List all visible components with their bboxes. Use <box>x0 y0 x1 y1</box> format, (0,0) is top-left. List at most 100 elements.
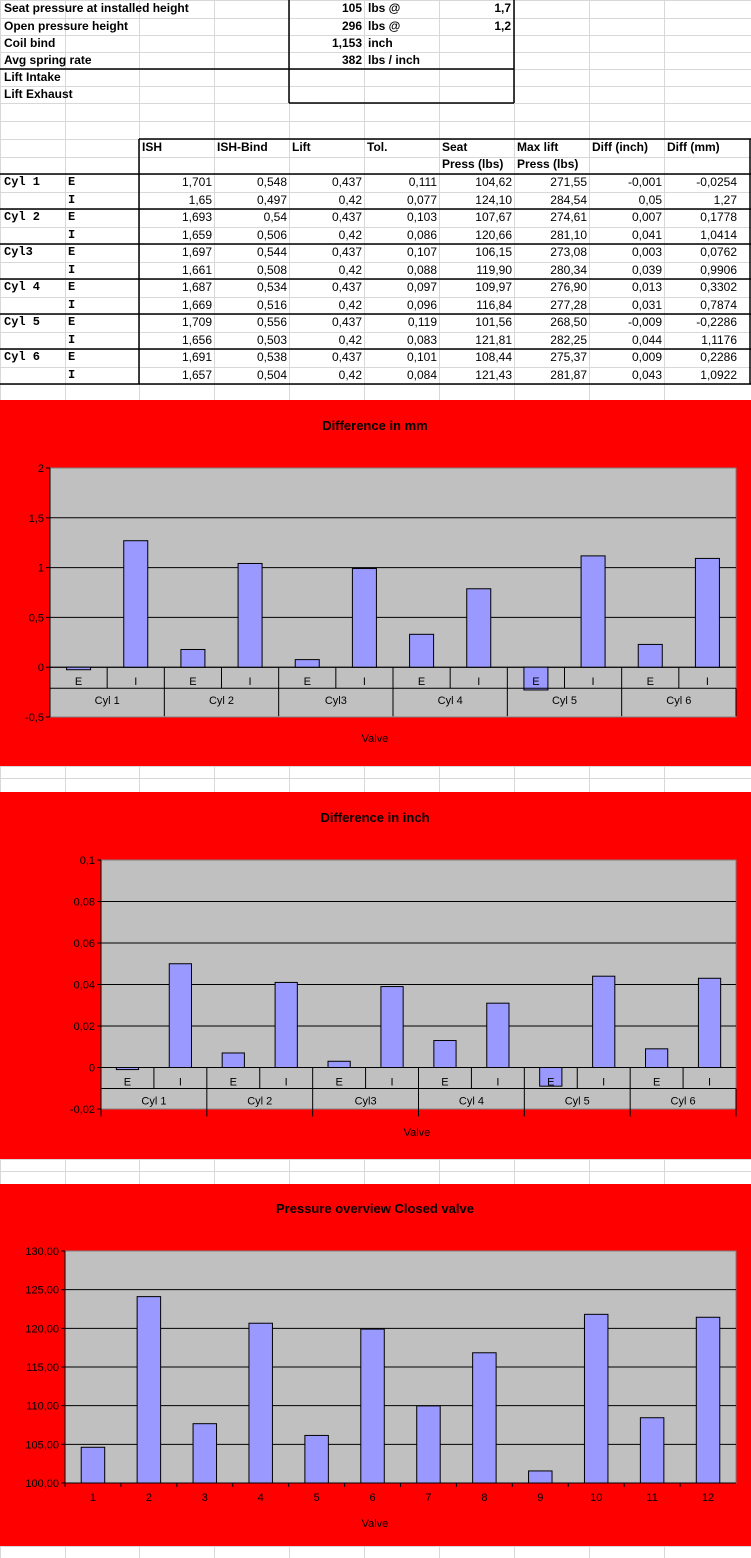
x-tick-label: 6 <box>369 1492 375 1504</box>
x-tick-label: I <box>179 1077 182 1089</box>
bar <box>580 555 606 668</box>
table-cell: 1,27 <box>713 192 737 207</box>
x-tick-label: I <box>708 1077 711 1089</box>
table-cell: 0,544 <box>256 245 287 259</box>
bar <box>592 975 616 1068</box>
table-cell: 0,9906 <box>700 262 737 277</box>
valve-label: I <box>68 297 76 312</box>
bar <box>168 963 192 1068</box>
bar <box>237 562 263 668</box>
table-cell: 121,81 <box>475 332 512 347</box>
bar <box>409 633 435 668</box>
group-label: Cyl 2 <box>209 695 234 707</box>
x-tick-label: E <box>230 1077 237 1089</box>
x-tick-label: E <box>653 1077 660 1089</box>
table-cell: 0,42 <box>338 192 362 207</box>
group-label: Cyl 5 <box>565 1096 590 1108</box>
bar <box>327 1060 351 1068</box>
y-tick-label: 2 <box>38 463 44 475</box>
table-cell: 0,437 <box>331 350 362 364</box>
table-cell: 0,2286 <box>700 350 737 364</box>
table-cell: 0,42 <box>338 297 362 312</box>
bar <box>697 977 722 1068</box>
table-cell: 0,548 <box>256 175 287 189</box>
param-unit: lbs / inch <box>368 53 421 67</box>
table-cell: 1,669 <box>181 297 212 312</box>
x-tick-label: 11 <box>646 1492 657 1504</box>
valve-label: I <box>68 192 76 207</box>
table-cell: 0,039 <box>631 262 662 277</box>
table-cell: 0,3302 <box>700 280 737 294</box>
x-tick-label: 7 <box>425 1492 431 1504</box>
table-cell: 0,503 <box>256 332 287 347</box>
pressure-overview-chart: Pressure overview Closed valve 100,00 105,… <box>0 1184 751 1546</box>
valve-label: E <box>68 175 76 189</box>
x-axis-title: Valve <box>362 1518 389 1530</box>
x-tick-label: 4 <box>258 1492 264 1504</box>
x-tick-label: 3 <box>202 1492 208 1504</box>
bar <box>274 981 298 1068</box>
table-cell: 1,697 <box>181 245 212 259</box>
x-tick-label: I <box>134 676 137 688</box>
table-cell: 0,437 <box>331 280 362 294</box>
valve-label: I <box>68 227 76 242</box>
table-cell: 0,504 <box>256 367 287 382</box>
table-cell: 106,15 <box>475 245 512 259</box>
table-header: Max lift <box>517 140 559 154</box>
bar <box>639 1417 665 1484</box>
table-cell: 0,096 <box>406 297 437 312</box>
x-tick-label: I <box>249 676 252 688</box>
table-cell: 121,43 <box>475 367 512 382</box>
x-tick-label: E <box>304 676 311 688</box>
table-cell: -0,0254 <box>696 175 737 189</box>
bar <box>645 1048 669 1069</box>
valve-label: E <box>68 350 76 364</box>
table-cell: 101,56 <box>475 315 512 329</box>
group-label: Cyl 6 <box>671 1096 696 1108</box>
difference-mm-chart-svg: Difference in mm -0,5 0 0,5 1 1,5 2 E I E I E I E I E I E… <box>25 418 737 745</box>
difference-inch-chart: Difference in inch -0,02 0 0,02 0,04 0,06 0,08… <box>0 792 751 1159</box>
bar <box>192 1423 218 1484</box>
group-label: Cyl 5 <box>552 695 577 707</box>
param-value: 382 <box>341 53 362 67</box>
bar <box>304 1434 329 1484</box>
chart-title: Difference in mm <box>322 418 427 433</box>
table-cell: 116,84 <box>476 297 512 312</box>
table-cell: 0,013 <box>631 280 662 294</box>
table-header: Seat <box>442 140 468 154</box>
bar <box>694 557 720 668</box>
pressure-overview-chart-svg: Pressure overview Closed valve 100,00 105,… <box>25 1201 737 1530</box>
table-header: ISH-Bind <box>217 140 268 154</box>
difference-inch-chart-svg: Difference in inch -0,02 0 0,02 0,04 0,06 0,08… <box>70 810 737 1139</box>
difference-mm-chart: Difference in mm -0,5 0 0,5 1 1,5 2 E I E I E I E I E I E… <box>0 400 751 766</box>
table-header: Tol. <box>367 140 388 154</box>
bar <box>583 1313 609 1484</box>
param-value: 1,153 <box>331 36 362 50</box>
y-tick-label: 115,00 <box>26 1362 59 1374</box>
cylinder-label: Cyl 2 <box>4 210 41 224</box>
param-label: Avg spring rate <box>4 53 92 67</box>
table-header: Press (lbs) <box>442 157 504 171</box>
table-cell: 109,97 <box>475 280 512 294</box>
table-cell: 274,61 <box>550 210 587 224</box>
valve-label: E <box>68 280 76 294</box>
cylinder-label: Cyl 4 <box>4 280 41 294</box>
y-tick-label: 100,00 <box>25 1478 59 1490</box>
param-unit: lbs @ <box>368 19 401 33</box>
x-tick-label: E <box>124 1077 131 1089</box>
y-tick-label: 0,08 <box>74 897 95 909</box>
group-label: Cyl 2 <box>247 1096 272 1108</box>
y-tick-label: 0,02 <box>74 1021 95 1033</box>
bar <box>528 1470 553 1484</box>
y-tick-label: 0,04 <box>74 980 95 992</box>
x-tick-label: 9 <box>537 1492 543 1504</box>
param-label: Seat pressure at installed height <box>4 1 189 15</box>
param-label: Coil bind <box>4 36 56 50</box>
table-cell: 268,50 <box>550 315 587 329</box>
chart-title: Difference in inch <box>320 810 429 825</box>
table-cell: 0,007 <box>631 210 662 224</box>
table-cell: 0,097 <box>406 280 437 294</box>
bar <box>115 1067 140 1071</box>
table-cell: 0,42 <box>338 262 362 277</box>
valve-label: E <box>68 245 76 259</box>
